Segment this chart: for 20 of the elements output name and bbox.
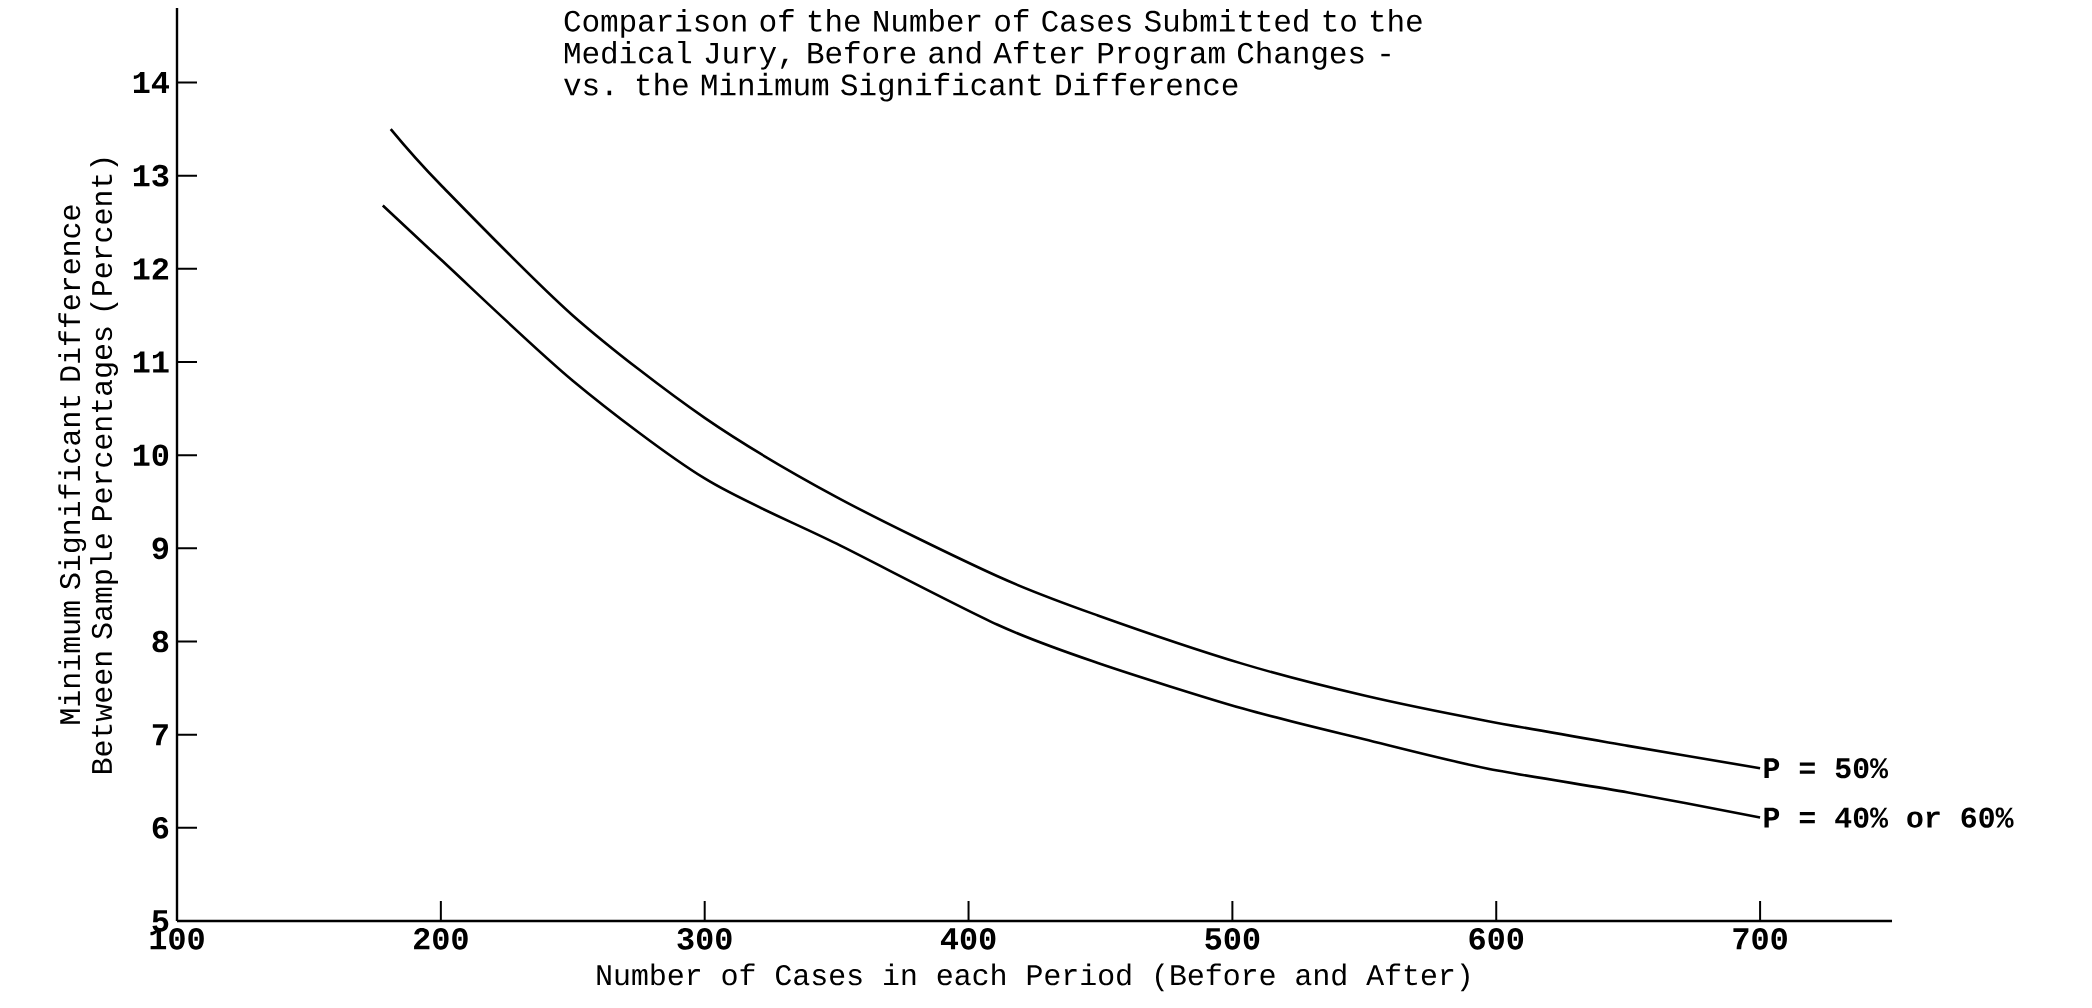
y-tick-label: 10 xyxy=(133,444,169,466)
x-tick-label: 700 xyxy=(1733,928,1787,950)
y-axis-title: Minimum Significant Difference Between Sample Percentages (Percent) xyxy=(58,158,118,774)
y-tick-label: 6 xyxy=(152,817,169,839)
x-tick-label: 400 xyxy=(940,928,996,950)
y-tick-label: 12 xyxy=(133,258,169,280)
y-tick-label: 13 xyxy=(133,164,169,187)
x-tick-label: 300 xyxy=(677,928,732,950)
y-tick-label: 14 xyxy=(133,72,170,94)
annotation: P = 50% xyxy=(1764,758,1889,779)
x-tick-label: 600 xyxy=(1469,928,1524,950)
y-tick-label: 11 xyxy=(133,351,169,373)
x-tick-label: 200 xyxy=(414,928,468,950)
y-tick-label: 8 xyxy=(152,630,169,653)
text: Comparison of the Number of Cases Submitted to the Medical Jury, Before and After Program Changes - vs. the Minimum Significant Difference xyxy=(564,9,1422,102)
y-tick-label: 9 xyxy=(152,537,169,560)
x-tick-label: 500 xyxy=(1205,928,1260,950)
x-axis-title: Number of Cases in each Period (Before and After) xyxy=(597,963,1469,992)
y-tick-label: 7 xyxy=(152,724,168,746)
annotation: P = 40% or 60% xyxy=(1764,807,2014,828)
